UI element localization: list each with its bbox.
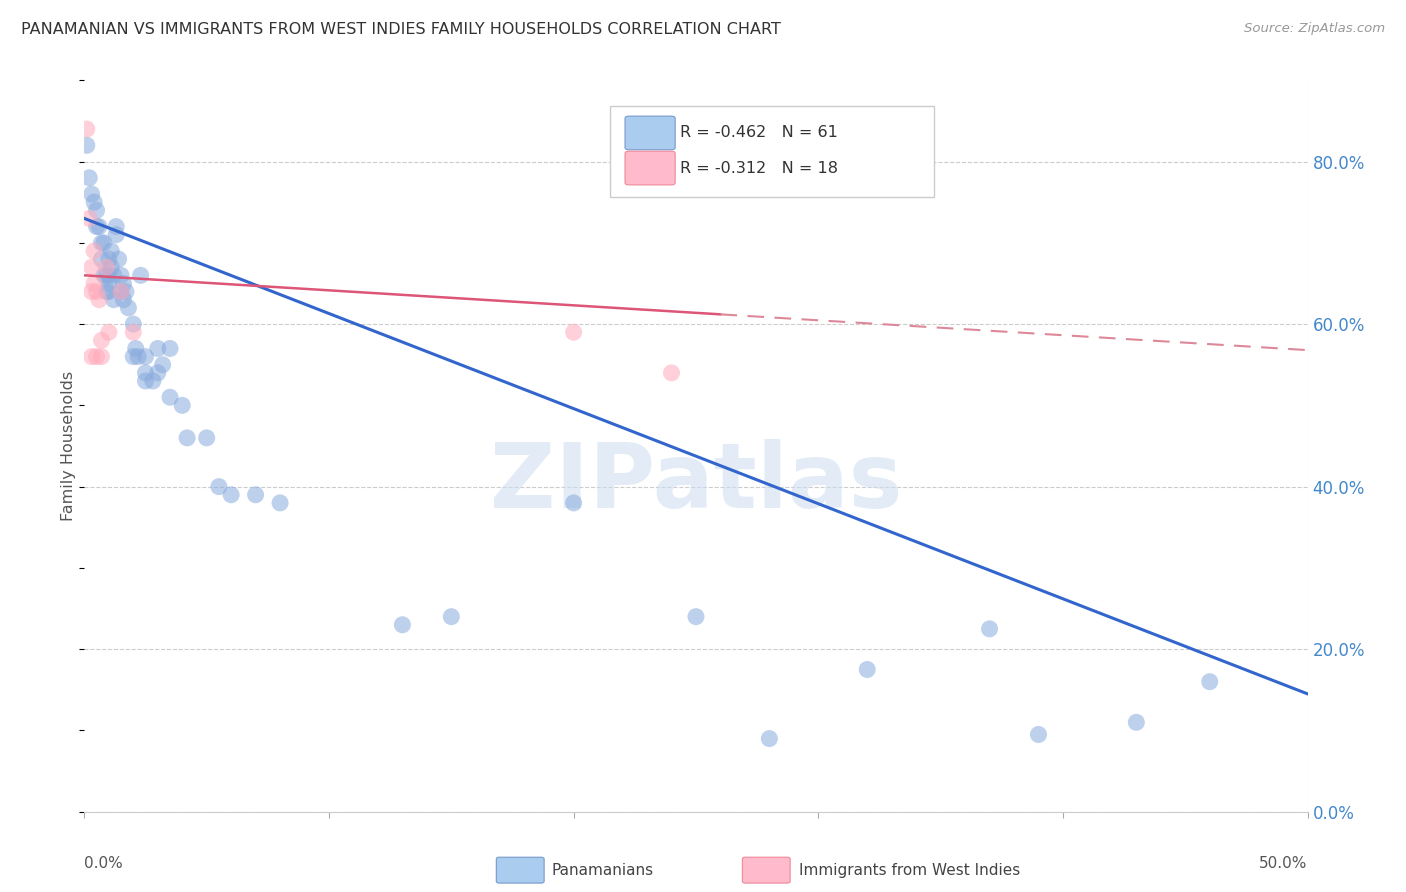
Point bbox=[122, 317, 145, 331]
Point bbox=[87, 293, 110, 307]
Point bbox=[135, 350, 157, 364]
Text: R = -0.312   N = 18: R = -0.312 N = 18 bbox=[681, 161, 838, 176]
Point bbox=[135, 366, 157, 380]
Point bbox=[146, 366, 169, 380]
Point bbox=[96, 268, 118, 283]
Point bbox=[112, 293, 135, 307]
Text: ZIPatlas: ZIPatlas bbox=[489, 439, 903, 526]
Point bbox=[146, 342, 169, 356]
Point bbox=[562, 496, 585, 510]
Text: Panamanians: Panamanians bbox=[551, 863, 654, 878]
Point bbox=[440, 609, 463, 624]
Point bbox=[96, 285, 118, 299]
Point bbox=[83, 277, 105, 291]
Point bbox=[87, 219, 110, 234]
Point bbox=[208, 480, 231, 494]
Point bbox=[90, 350, 112, 364]
Point bbox=[117, 301, 139, 315]
Point bbox=[105, 227, 128, 242]
Point bbox=[661, 366, 683, 380]
Y-axis label: Family Households: Family Households bbox=[60, 371, 76, 521]
Point bbox=[135, 374, 157, 388]
Point bbox=[93, 235, 115, 250]
Point bbox=[107, 252, 129, 266]
FancyBboxPatch shape bbox=[610, 106, 935, 197]
FancyBboxPatch shape bbox=[626, 116, 675, 150]
Point bbox=[90, 334, 112, 348]
Point bbox=[219, 488, 242, 502]
Point bbox=[176, 431, 198, 445]
Point bbox=[97, 277, 120, 291]
Point bbox=[159, 390, 181, 404]
Text: Source: ZipAtlas.com: Source: ZipAtlas.com bbox=[1244, 22, 1385, 36]
Point bbox=[1125, 715, 1147, 730]
Point bbox=[562, 325, 585, 339]
Point bbox=[105, 219, 128, 234]
Point bbox=[127, 350, 149, 364]
Text: 0.0%: 0.0% bbox=[84, 855, 124, 871]
Point bbox=[80, 350, 103, 364]
Point bbox=[97, 268, 120, 283]
Point bbox=[125, 342, 148, 356]
Point bbox=[76, 122, 98, 136]
Point bbox=[90, 252, 112, 266]
Point bbox=[142, 374, 165, 388]
Point bbox=[86, 285, 108, 299]
Point bbox=[80, 285, 103, 299]
Point bbox=[979, 622, 1001, 636]
Point bbox=[152, 358, 174, 372]
Point bbox=[856, 663, 879, 677]
Text: PANAMANIAN VS IMMIGRANTS FROM WEST INDIES FAMILY HOUSEHOLDS CORRELATION CHART: PANAMANIAN VS IMMIGRANTS FROM WEST INDIE… bbox=[21, 22, 780, 37]
Point bbox=[83, 244, 105, 258]
Point bbox=[758, 731, 780, 746]
Text: 50.0%: 50.0% bbox=[1260, 855, 1308, 871]
Point bbox=[159, 342, 181, 356]
Point bbox=[96, 260, 118, 275]
Point bbox=[391, 617, 413, 632]
Point bbox=[115, 285, 138, 299]
Point bbox=[90, 235, 112, 250]
Point bbox=[86, 350, 108, 364]
Point bbox=[269, 496, 291, 510]
Point bbox=[80, 187, 103, 202]
Point bbox=[1198, 674, 1220, 689]
Point bbox=[110, 285, 132, 299]
Point bbox=[110, 268, 132, 283]
Point bbox=[685, 609, 707, 624]
Point bbox=[245, 488, 267, 502]
Point bbox=[97, 325, 120, 339]
Point bbox=[172, 398, 194, 412]
Point bbox=[129, 268, 152, 283]
Point bbox=[1028, 727, 1050, 741]
Point bbox=[97, 252, 120, 266]
Point bbox=[103, 268, 125, 283]
Point bbox=[97, 285, 120, 299]
Point bbox=[195, 431, 218, 445]
Text: R = -0.462   N = 61: R = -0.462 N = 61 bbox=[681, 126, 838, 140]
Point bbox=[80, 260, 103, 275]
Point bbox=[103, 293, 125, 307]
Point bbox=[122, 350, 145, 364]
Point bbox=[86, 203, 108, 218]
Point bbox=[112, 277, 135, 291]
Point bbox=[110, 285, 132, 299]
Point bbox=[77, 211, 100, 226]
Text: Immigrants from West Indies: Immigrants from West Indies bbox=[799, 863, 1019, 878]
Point bbox=[83, 195, 105, 210]
Point bbox=[100, 244, 122, 258]
Point bbox=[76, 138, 98, 153]
Point bbox=[100, 260, 122, 275]
Point bbox=[77, 170, 100, 185]
Point bbox=[86, 219, 108, 234]
FancyBboxPatch shape bbox=[626, 152, 675, 185]
Point bbox=[93, 268, 115, 283]
Point bbox=[122, 325, 145, 339]
